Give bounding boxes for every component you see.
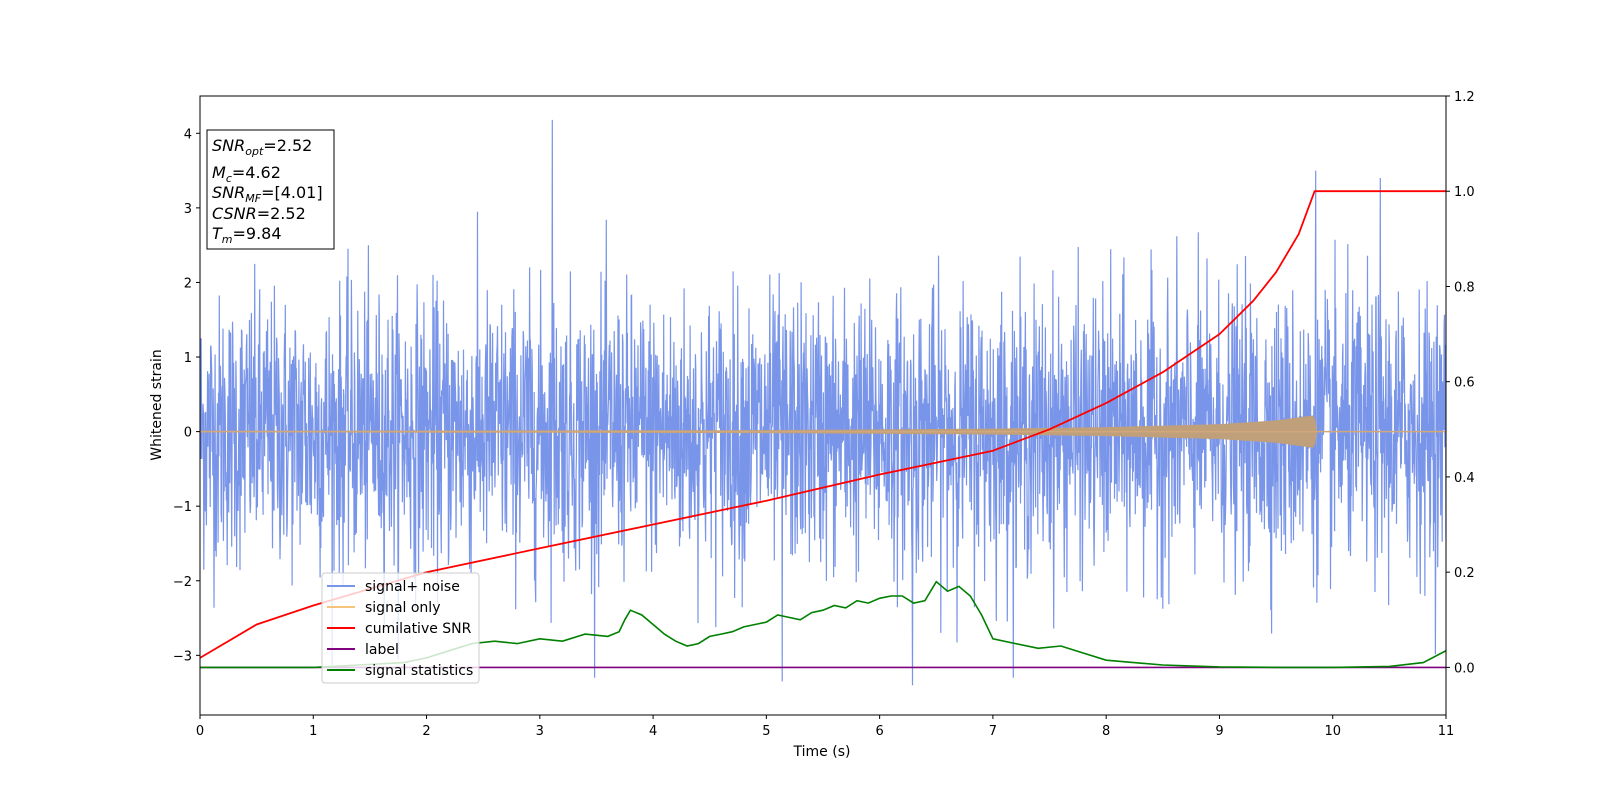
x-tick-label: 10	[1324, 724, 1341, 739]
y-tick-label: 2	[184, 276, 192, 291]
legend: signal+ noise signal only cumilative SNR…	[321, 572, 480, 684]
info-line-csnr: CSNR=2.52	[212, 204, 306, 223]
legend-frame	[321, 572, 480, 684]
info-line-snr-opt: SNRopt=2.52	[212, 136, 312, 158]
x-tick-label: 4	[649, 724, 657, 739]
x-tick-label: 1	[309, 724, 317, 739]
y2-tick-label: 1.2	[1454, 90, 1475, 105]
y-tick-label: −3	[173, 649, 192, 664]
info-box: SNRopt=2.52 Mc=4.62 SNRMF=[4.01] CSNR=2.…	[206, 129, 335, 250]
legend-label-signal-statistics: signal statistics	[365, 663, 473, 679]
y-axis-label: Whitened strain	[149, 349, 165, 460]
info-line-tm-base: T	[212, 224, 223, 243]
info-line-snr-opt-sub: opt	[245, 145, 264, 158]
info-line-mc: Mc=4.62	[212, 163, 281, 185]
y2-tick-label: 0.6	[1454, 376, 1475, 391]
legend-label-signal-noise: signal+ noise	[365, 579, 460, 595]
y-tick-label: −1	[173, 500, 192, 515]
x-axis-label: Time (s)	[793, 744, 851, 760]
x-tick-label: 7	[989, 724, 997, 739]
info-line-mc-value: =4.62	[232, 163, 281, 182]
legend-label-cumilative-snr: cumilative SNR	[365, 621, 472, 637]
axes-frame	[199, 95, 1447, 716]
y2-tick-label: 1.0	[1454, 185, 1475, 200]
info-line-tm: Tm=9.84	[212, 224, 282, 246]
info-line-snr-mf-value: =[4.01]	[261, 183, 323, 202]
y-tick-label: 1	[184, 351, 192, 366]
y-axis-left: −3 −2 −1 0 1 2 3 4	[173, 127, 200, 664]
info-line-snr-opt-value: =2.52	[263, 136, 312, 155]
info-line-snr-mf: SNRMF=[4.01]	[212, 183, 323, 205]
x-tick-label: 0	[196, 724, 204, 739]
info-line-mc-base: M	[212, 163, 226, 182]
legend-label-label: label	[365, 642, 399, 658]
info-line-tm-value: =9.84	[233, 224, 282, 243]
info-line-csnr-value: =2.52	[257, 204, 306, 223]
x-tick-label: 11	[1438, 724, 1455, 739]
info-line-snr-opt-base: SNR	[212, 136, 245, 155]
y2-tick-label: 0.4	[1454, 471, 1475, 486]
x-tick-label: 2	[422, 724, 430, 739]
x-tick-label: 3	[536, 724, 544, 739]
info-line-csnr-base: CSNR	[212, 204, 257, 223]
info-line-snr-mf-sub: MF	[245, 192, 261, 205]
info-line-tm-sub: m	[222, 233, 233, 246]
x-tick-label: 5	[762, 724, 770, 739]
info-line-mc-sub: c	[226, 172, 232, 185]
y-tick-label: 3	[184, 202, 192, 217]
x-axis: 0 1 2 3 4 5 6 7 8 9 10 11	[196, 715, 1454, 739]
x-tick-label: 9	[1215, 724, 1223, 739]
y-tick-label: −2	[173, 575, 192, 590]
y2-tick-label: 0.0	[1454, 661, 1475, 676]
y-tick-label: 0	[184, 426, 192, 441]
y-tick-label: 4	[184, 127, 192, 142]
info-line-snr-mf-base: SNR	[212, 183, 245, 202]
series-signal-statistics	[200, 580, 1446, 669]
y2-tick-label: 0.2	[1454, 566, 1475, 581]
y2-tick-label: 0.8	[1454, 280, 1475, 295]
legend-label-signal-only: signal only	[365, 600, 440, 616]
x-tick-label: 6	[875, 724, 883, 739]
y-axis-right: 0.0 0.2 0.4 0.6 0.8 1.0 1.2	[1446, 90, 1475, 676]
info-box-frame	[206, 129, 335, 250]
x-tick-label: 8	[1102, 724, 1110, 739]
